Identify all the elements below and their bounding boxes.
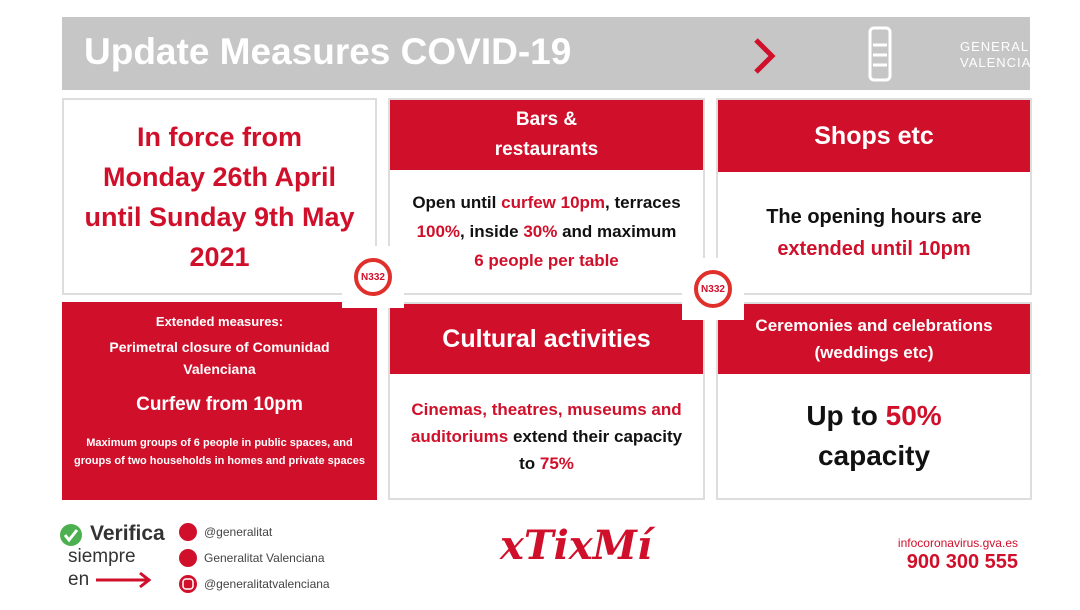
title: Update Measures COVID-19 — [84, 31, 572, 72]
highlight-text: 100% — [416, 222, 461, 241]
body-segment: , terraces — [605, 193, 681, 212]
chevron — [754, 38, 776, 74]
body-text: Up to 50% capacity — [798, 396, 950, 476]
panel-body: Cinemas, theatres, museums and auditoriu… — [390, 374, 703, 498]
logo-line: GENERALITAT — [960, 39, 1060, 54]
body-segment: The opening hours are — [766, 205, 982, 228]
social-handle: @generalitatvalenciana — [204, 577, 330, 591]
highlight-text: 75% — [539, 453, 574, 473]
highlight-text: 50% — [885, 400, 942, 431]
verify-word: siempre — [68, 546, 136, 567]
panel-title: Shops etc — [718, 100, 1030, 172]
body-segment: Up to — [806, 400, 886, 431]
ceremonies-panel: Ceremonies and celebrations (weddings et… — [716, 302, 1032, 500]
social-handle: Generalitat Valenciana — [204, 551, 325, 565]
extended-closure: Perimetral closure of Comunidad Valencia… — [109, 339, 330, 377]
body-segment: extend their capacity to — [508, 426, 683, 473]
body-segment: Open until — [412, 193, 502, 212]
in-force: In force from Monday 26th April until Su… — [62, 98, 377, 295]
logo: GENERALITAT VALENCIANA — [960, 39, 1059, 71]
extended-curfew: Curfew from 10pm — [136, 394, 303, 415]
shops-panel: Shops etc The opening hours are extended… — [716, 98, 1032, 295]
arrow — [96, 571, 152, 589]
phone: 900 300 555 — [906, 551, 1018, 573]
highlight-text: curfew 10pm — [501, 193, 606, 212]
social: @generalitat Generalitat Valenciana @gen… — [178, 522, 378, 600]
panel-body: Up to 50% capacity — [718, 374, 1030, 498]
verify-word: en — [68, 569, 90, 590]
badge-text: N332 — [694, 270, 732, 308]
extended-title: Extended measures: — [155, 314, 284, 329]
web: infocoronavirus.gva.es — [897, 536, 1018, 550]
extended-panel: Extended measures: Perimetral closure of… — [62, 302, 377, 500]
extended-groups: Maximum groups of 6 people in public spa… — [74, 437, 365, 467]
highlight-text: extended until 10pm — [777, 237, 971, 260]
logo-line: VALENCIANA — [960, 55, 1052, 70]
bars-panel: Bars & restaurants Open until curfew 10p… — [388, 98, 705, 295]
header: Update Measures COVID-19 GENERALITAT VALE… — [62, 17, 1058, 90]
verify-word: Verifica — [90, 522, 165, 545]
panel-title: Cultural activities — [390, 304, 703, 374]
highlight-text: 6 people per table — [474, 251, 619, 270]
panel-title: Bars & restaurants — [390, 100, 703, 170]
panel-body: Open until curfew 10pm, terraces 100%, i… — [390, 170, 703, 293]
road-badge: N332 — [342, 246, 404, 308]
logo-icon — [868, 26, 892, 82]
social-icons — [179, 523, 197, 593]
highlight-text: Cinemas, theatres, museums and auditoriu… — [410, 399, 682, 446]
body-text: The opening hours are extended until 10p… — [738, 201, 1010, 265]
cultural-panel: Cultural activities Cinemas, theatres, m… — [388, 302, 705, 500]
verify: Verifica siempre en — [60, 520, 180, 600]
check-icon — [60, 524, 82, 546]
badge-text: N332 — [354, 258, 392, 296]
panel-title: Ceremonies and celebrations (weddings et… — [718, 304, 1030, 374]
body-text: Open until curfew 10pm, terraces 100%, i… — [412, 188, 681, 275]
highlight-text: 30% — [523, 222, 558, 241]
body-segment: and maximum — [557, 222, 677, 241]
panel-body: The opening hours are extended until 10p… — [718, 172, 1030, 293]
brand: xTixMí — [500, 522, 653, 569]
body-text: Cinemas, theatres, museums and auditoriu… — [406, 396, 687, 477]
road-badge: N332 — [682, 258, 744, 320]
social-handle: @generalitat — [204, 525, 273, 539]
body-segment: , inside — [460, 222, 524, 241]
body-segment: capacity — [817, 440, 931, 471]
